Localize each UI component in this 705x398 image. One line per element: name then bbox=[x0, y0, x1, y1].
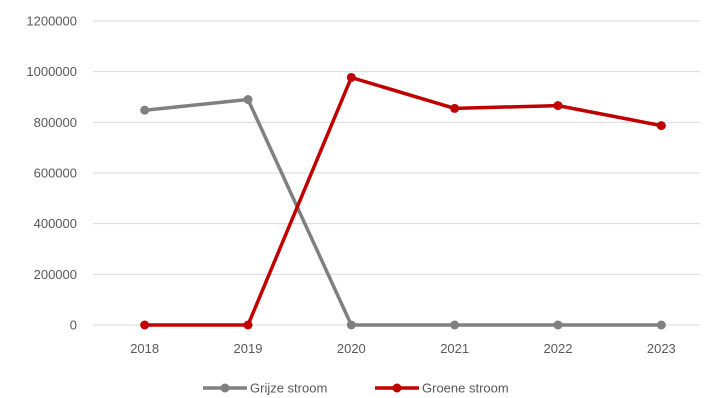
y-tick-label-800000: 800000 bbox=[34, 115, 77, 130]
x-axis-tick-labels: 2018 2019 2020 2021 2022 2023 bbox=[130, 341, 676, 356]
series-line-1 bbox=[142, 97, 664, 327]
legend-marker-1 bbox=[220, 383, 230, 393]
legend-marker-2 bbox=[392, 383, 402, 393]
x-tick-label-2022: 2022 bbox=[544, 341, 573, 356]
data-point-1-2021 bbox=[450, 320, 460, 330]
data-point-1-2018 bbox=[140, 105, 150, 115]
y-tick-label-1000000: 1000000 bbox=[26, 64, 77, 79]
y-tick-label-400000: 400000 bbox=[34, 216, 77, 231]
y-axis-tick-labels: 0 200000 400000 600000 800000 1000000 1200000 bbox=[26, 14, 77, 333]
gridlines bbox=[93, 20, 700, 326]
x-tick-label-2023: 2023 bbox=[647, 341, 676, 356]
x-tick-label-2019: 2019 bbox=[234, 341, 263, 356]
data-point-1-2022 bbox=[553, 320, 563, 330]
data-point-2-2020 bbox=[346, 72, 356, 82]
y-tick-label-200000: 200000 bbox=[34, 267, 77, 282]
series-line-2 bbox=[142, 75, 664, 327]
data-point-2-2023 bbox=[656, 121, 666, 131]
legend: Grijze stroom Groene stroom bbox=[203, 381, 509, 396]
legend-label-2: Groene stroom bbox=[422, 381, 509, 396]
data-point-1-2020 bbox=[346, 320, 356, 330]
y-tick-label-0: 0 bbox=[70, 318, 77, 333]
legend-label-1: Grijze stroom bbox=[250, 381, 327, 396]
y-tick-label-600000: 600000 bbox=[34, 166, 77, 181]
data-point-2-2019 bbox=[243, 320, 253, 330]
series-lines bbox=[140, 72, 666, 330]
data-point-2-2021 bbox=[450, 103, 460, 113]
y-tick-label-1200000: 1200000 bbox=[26, 14, 77, 29]
x-tick-label-2018: 2018 bbox=[130, 341, 159, 356]
x-tick-label-2020: 2020 bbox=[337, 341, 366, 356]
data-point-2-2022 bbox=[553, 101, 563, 111]
data-point-1-2019 bbox=[243, 95, 253, 105]
data-point-1-2023 bbox=[656, 320, 666, 330]
data-point-2-2018 bbox=[140, 320, 150, 330]
x-tick-label-2021: 2021 bbox=[440, 341, 469, 356]
